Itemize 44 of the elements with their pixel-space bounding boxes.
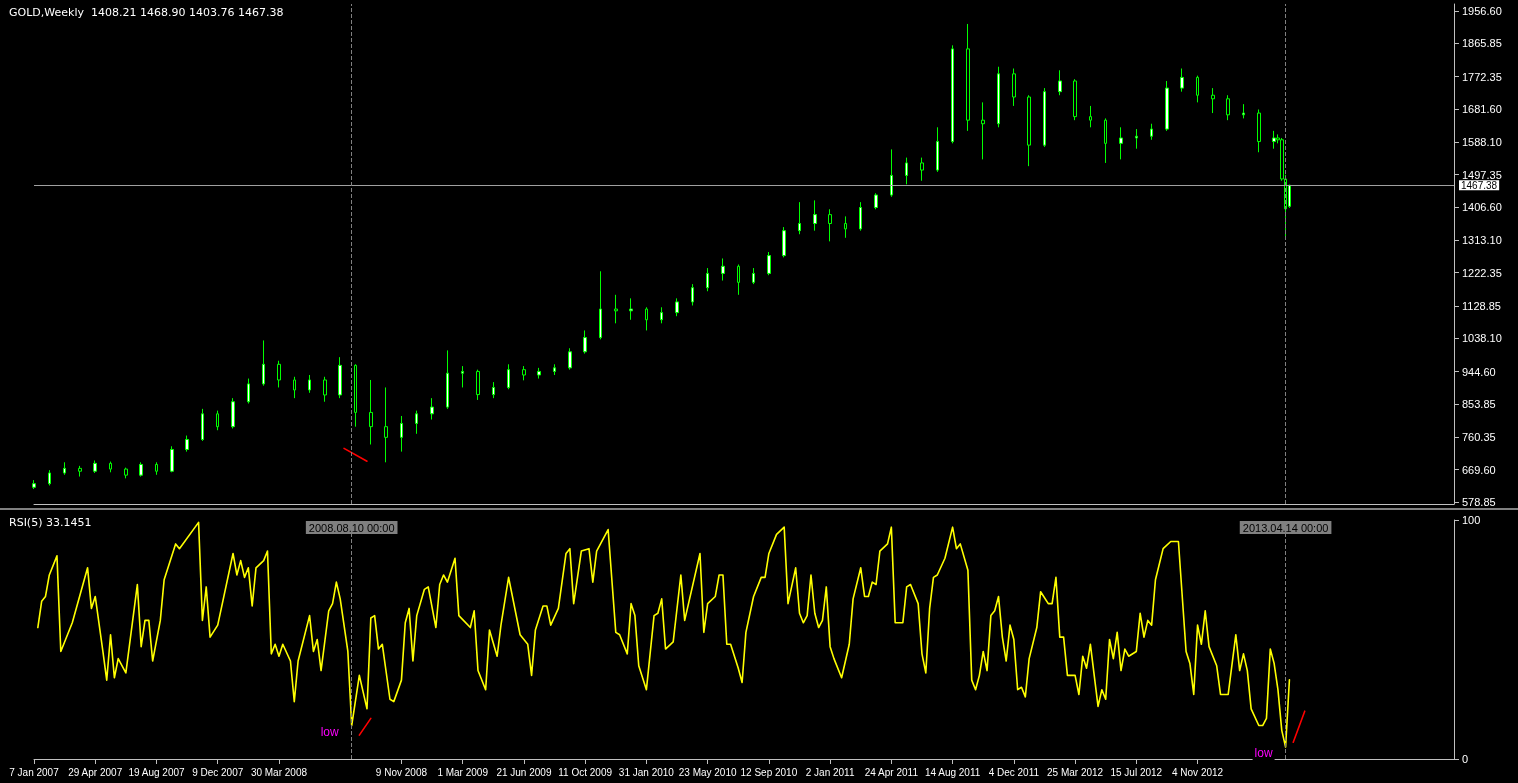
x-tick-label: 15 Jul 2012 xyxy=(1110,766,1163,778)
annotation: low xyxy=(1254,746,1273,761)
y-tick-label: 1038.10 xyxy=(1462,332,1502,345)
x-tick-label: 14 Aug 2011 xyxy=(924,766,981,778)
x-tick-label: 21 Jun 2009 xyxy=(496,766,552,778)
y-tick-label: 944.60 xyxy=(1462,365,1496,378)
x-tick-label: 7 Jan 2007 xyxy=(9,766,60,778)
y-tick-label: 1588.10 xyxy=(1462,136,1502,149)
y-tick-label: 669.60 xyxy=(1462,463,1496,476)
y-tick-label: 853.85 xyxy=(1462,397,1496,410)
chart-title: GOLD,Weekly 1408.21 1468.90 1403.76 1467.38 xyxy=(9,6,284,19)
x-tick-label: 2 Jan 2011 xyxy=(805,766,855,778)
x-tick-label: 4 Nov 2012 xyxy=(1171,766,1224,778)
x-tick-label: 31 Jan 2010 xyxy=(618,766,675,778)
y-tick-label: 1406.60 xyxy=(1462,200,1502,213)
y-tick-label: 100 xyxy=(1462,514,1481,526)
y-tick-label: 0 xyxy=(1462,753,1469,765)
y-tick-label: 1681.60 xyxy=(1462,102,1502,115)
x-tick-label: 11 Oct 2009 xyxy=(558,766,613,778)
ref-line-label: 2008.08.10 00:00 xyxy=(308,521,395,534)
x-tick-label: 9 Nov 2008 xyxy=(375,766,428,778)
y-tick-label: 760.35 xyxy=(1462,431,1496,444)
ref-line-label: 1467.38 xyxy=(1461,179,1498,191)
x-tick-label: 4 Dec 2011 xyxy=(988,766,1040,778)
x-tick-label: 23 May 2010 xyxy=(678,766,737,778)
y-tick-label: 1497.35 xyxy=(1462,168,1502,181)
chart-title: RSI(5) 33.1451 xyxy=(9,516,92,529)
x-tick-label: 30 Mar 2008 xyxy=(250,766,308,778)
y-tick-label: 1128.85 xyxy=(1462,299,1501,312)
y-tick-label: 1772.35 xyxy=(1462,70,1502,83)
x-tick-label: 25 Mar 2012 xyxy=(1047,766,1104,778)
x-tick-label: 19 Aug 2007 xyxy=(128,766,185,778)
ref-line-label: 2013.04.14 00:00 xyxy=(1242,521,1329,534)
y-tick-label: 1313.10 xyxy=(1462,234,1502,247)
x-tick-label: 24 Apr 2011 xyxy=(864,766,919,778)
x-tick-label: 29 Apr 2007 xyxy=(68,766,123,778)
x-tick-label: 12 Sep 2010 xyxy=(740,766,798,778)
x-tick-label: 9 Dec 2007 xyxy=(192,766,244,778)
y-tick-label: 1956.60 xyxy=(1462,4,1502,17)
y-tick-label: 1222.35 xyxy=(1462,266,1502,279)
y-tick-label: 578.85 xyxy=(1462,495,1496,508)
annotation: low xyxy=(320,724,340,739)
x-tick-label: 1 Mar 2009 xyxy=(437,766,489,778)
y-tick-label: 1865.85 xyxy=(1462,37,1502,50)
